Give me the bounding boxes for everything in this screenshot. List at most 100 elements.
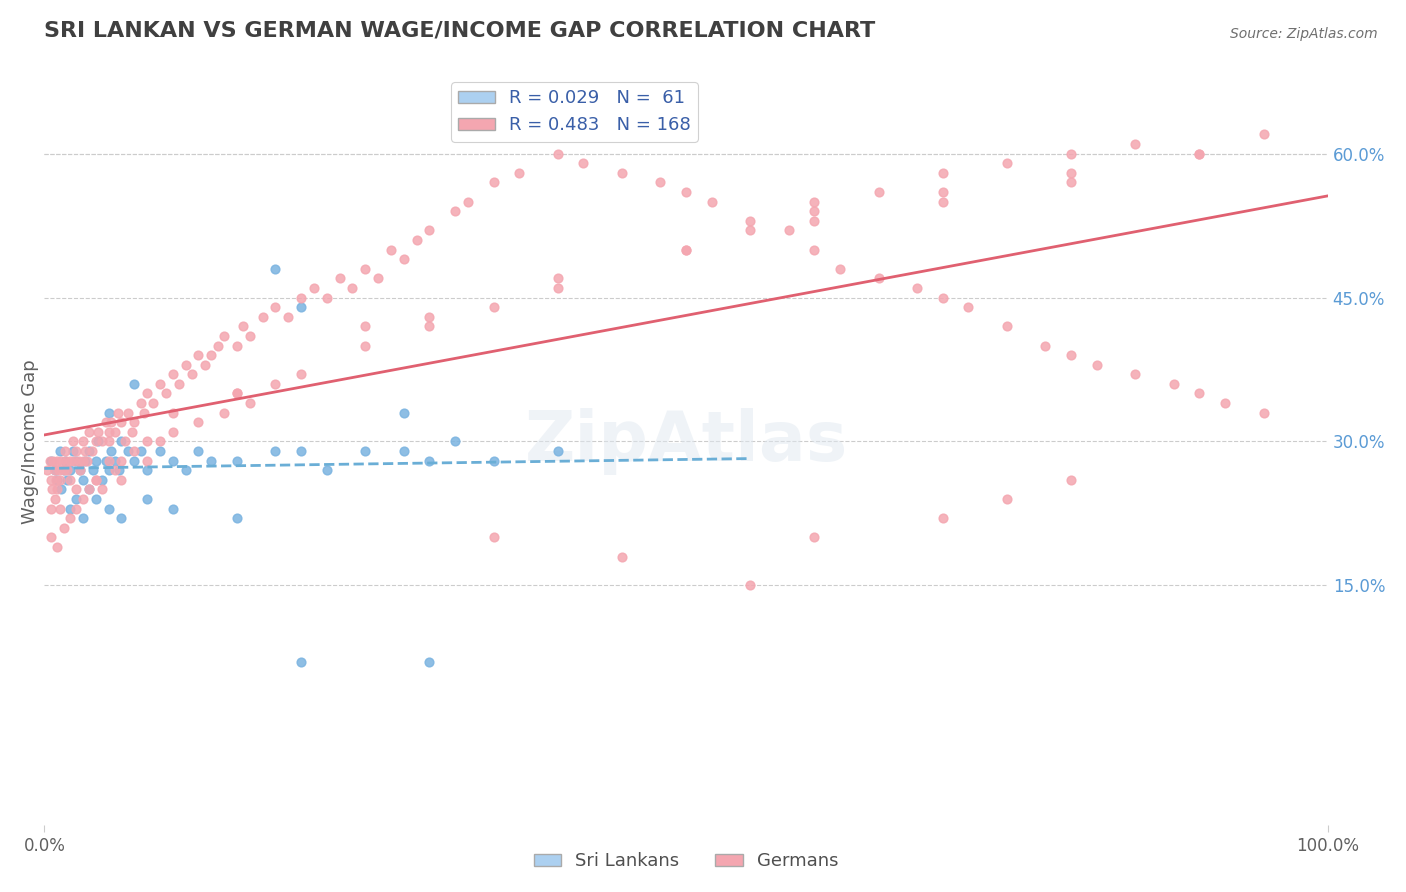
Point (97, 501, 120, 516)
Point (225, 511, 247, 525)
Point (39, 453, 62, 467)
Point (354, 319, 377, 334)
Point (207, 338, 229, 352)
Point (239, 396, 262, 410)
Point (84, 434, 107, 449)
Point (225, 338, 247, 352)
Point (200, 348, 222, 362)
Point (457, 194, 479, 209)
Point (354, 338, 377, 352)
Point (91, 473, 114, 487)
Point (482, 453, 505, 467)
Point (44, 463, 66, 477)
Point (830, 261, 852, 276)
Point (65, 453, 87, 467)
Point (1060, 166, 1083, 180)
Point (59, 501, 82, 516)
Point (264, 444, 287, 458)
Point (65, 501, 87, 516)
Point (803, 194, 825, 209)
Point (1085, 358, 1108, 372)
Point (104, 453, 127, 467)
Point (100, 415, 122, 429)
Point (1060, 146, 1083, 161)
Point (75, 444, 97, 458)
Point (97, 453, 120, 467)
Point (97, 425, 120, 439)
Point (444, 204, 467, 219)
Point (87, 434, 110, 449)
Point (79, 483, 101, 497)
Point (905, 281, 928, 295)
Point (122, 453, 145, 467)
Point (79, 483, 101, 497)
Point (48, 463, 70, 477)
Point (418, 453, 440, 467)
Point (1060, 473, 1083, 487)
Point (129, 396, 152, 410)
Point (97, 406, 120, 420)
Point (290, 368, 312, 382)
Point (59, 473, 82, 487)
Point (675, 243, 697, 257)
Point (315, 463, 337, 477)
Point (72, 453, 94, 467)
Point (803, 243, 825, 257)
Point (932, 291, 955, 305)
Point (547, 271, 569, 285)
Point (76, 453, 98, 467)
Point (932, 511, 955, 525)
Point (740, 578, 762, 592)
Point (62, 434, 84, 449)
Point (122, 376, 145, 391)
Point (212, 329, 235, 343)
Point (290, 444, 312, 458)
Point (94, 415, 117, 429)
Point (610, 549, 633, 564)
Point (149, 444, 172, 458)
Point (418, 655, 440, 669)
Point (62, 444, 84, 458)
Point (53, 453, 76, 467)
Point (46, 473, 69, 487)
Point (418, 319, 440, 334)
Point (162, 406, 184, 420)
Point (69, 463, 91, 477)
Point (84, 473, 107, 487)
Point (675, 185, 697, 199)
Point (1123, 368, 1146, 382)
Point (225, 453, 247, 467)
Point (1253, 406, 1275, 420)
Point (700, 194, 723, 209)
Point (932, 185, 955, 199)
Point (46, 540, 69, 554)
Point (87, 425, 110, 439)
Point (46, 453, 69, 467)
Point (572, 156, 595, 170)
Point (136, 453, 159, 467)
Point (52, 463, 75, 477)
Point (59, 511, 82, 525)
Point (187, 415, 209, 429)
Point (49, 501, 72, 516)
Point (482, 175, 505, 189)
Point (392, 252, 415, 267)
Point (277, 310, 299, 324)
Point (53, 444, 76, 458)
Point (995, 156, 1018, 170)
Point (134, 406, 156, 420)
Text: SRI LANKAN VS GERMAN WAGE/INCOME GAP CORRELATION CHART: SRI LANKAN VS GERMAN WAGE/INCOME GAP COR… (45, 21, 876, 41)
Point (72, 511, 94, 525)
Point (957, 300, 980, 314)
Point (107, 406, 129, 420)
Point (110, 511, 132, 525)
Point (94, 453, 117, 467)
Point (65, 491, 87, 506)
Point (167, 376, 190, 391)
Point (650, 175, 672, 189)
Point (212, 406, 235, 420)
Point (155, 386, 177, 401)
Point (79, 444, 101, 458)
Point (80, 444, 103, 458)
Point (547, 146, 569, 161)
